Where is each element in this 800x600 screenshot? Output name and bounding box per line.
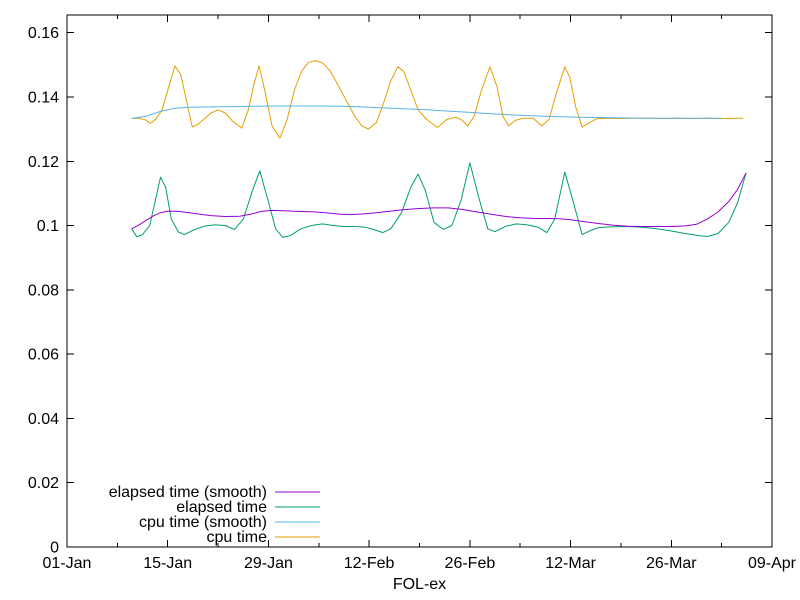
- y-tick-label: 0.12: [28, 154, 59, 171]
- x-axis-title: FOL-ex: [393, 576, 446, 593]
- x-tick-label: 09-Apr: [748, 555, 797, 572]
- legend-label-cpu-time: cpu time: [207, 529, 268, 546]
- legend-label-cpu-time-smooth: cpu time (smooth): [139, 514, 267, 531]
- y-axis: 0 0.02 0.04 0.06 0.08 0.1 0.12 0.14 0.16: [28, 25, 772, 557]
- series-line-cpu-time: [131, 60, 744, 139]
- x-tick-label: 01-Jan: [43, 555, 92, 572]
- y-tick-label: 0: [50, 540, 59, 557]
- y-tick-label: 0.16: [28, 25, 59, 42]
- series-line-elapsed-time: [131, 162, 747, 238]
- x-tick-label: 26-Mar: [646, 555, 697, 572]
- legend-label-elapsed-time: elapsed time: [176, 499, 267, 516]
- x-tick-label: 26-Feb: [445, 555, 496, 572]
- legend-label-elapsed-time-smooth: elapsed time (smooth): [109, 484, 267, 501]
- x-tick-label: 12-Mar: [545, 555, 596, 572]
- x-tick-label: 29-Jan: [244, 555, 293, 572]
- x-axis: 01-Jan 15-Jan 29-Jan 12-Feb 26-Feb 12-Mar 26-M…: [43, 15, 797, 572]
- y-tick-label: 0.06: [28, 347, 59, 364]
- series-line-elapsed-time-smooth: [131, 172, 747, 230]
- x-tick-label: 12-Feb: [344, 555, 395, 572]
- x-tick-label: 15-Jan: [143, 555, 192, 572]
- y-tick-label: 0.02: [28, 475, 59, 492]
- series-line-cpu-time-smooth: [131, 105, 722, 119]
- y-tick-label: 0.08: [28, 282, 59, 299]
- y-tick-label: 0.04: [28, 411, 59, 428]
- y-tick-label: 0.1: [37, 218, 59, 235]
- series-lines: [131, 60, 747, 238]
- y-tick-label: 0.14: [28, 90, 59, 107]
- plot-border: [66, 14, 773, 548]
